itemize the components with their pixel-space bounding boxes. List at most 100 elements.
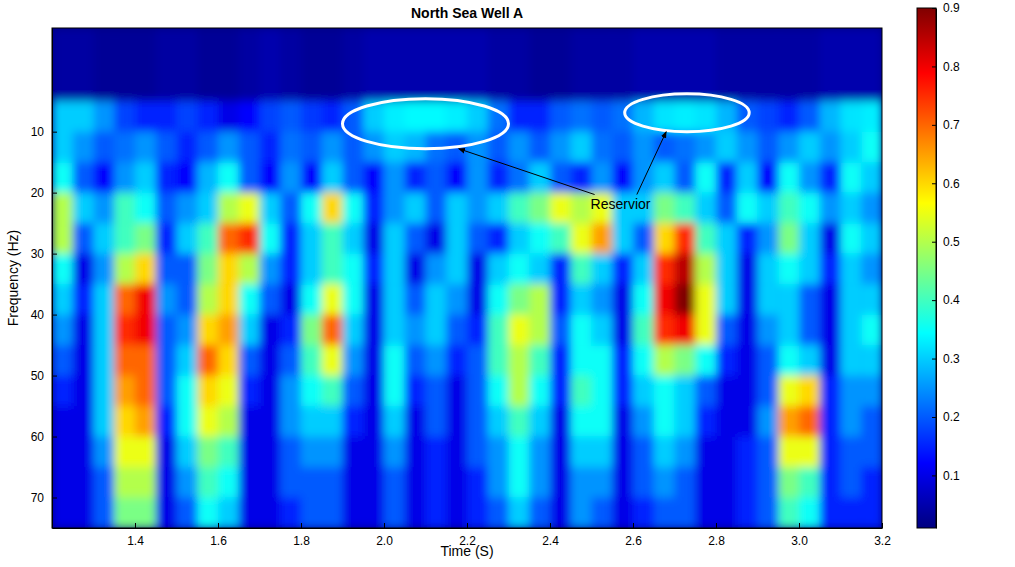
- heatmap-cell: [218, 162, 239, 193]
- heatmap-cell: [654, 254, 675, 285]
- heatmap-cell: [343, 437, 364, 468]
- heatmap-cell: [177, 406, 198, 437]
- heatmap-cell: [695, 162, 716, 193]
- heatmap-cell: [654, 498, 675, 528]
- heatmap-cell: [197, 498, 218, 528]
- heatmap-cell: [114, 284, 135, 315]
- heatmap-cell: [197, 223, 218, 254]
- heatmap-cell: [633, 437, 654, 468]
- heatmap-cell: [488, 437, 509, 468]
- heatmap-cell: [467, 254, 488, 285]
- tick-label: 0.9: [943, 1, 960, 15]
- heatmap-cell: [758, 132, 779, 163]
- heatmap-cell: [654, 406, 675, 437]
- tick-label: 1.6: [210, 534, 227, 548]
- tick: 0.8: [932, 60, 960, 74]
- tick-mark: [932, 8, 936, 9]
- heatmap-cell: [716, 406, 737, 437]
- heatmap-cell: [446, 498, 467, 528]
- heatmap-cell: [550, 223, 571, 254]
- heatmap-cell: [280, 376, 301, 407]
- heatmap-cell: [778, 315, 799, 346]
- heatmap-cell: [695, 132, 716, 163]
- tick-mark: [716, 523, 717, 528]
- heatmap-cell: [52, 376, 73, 407]
- heatmap-cell: [218, 345, 239, 376]
- heatmap-cell: [135, 193, 156, 224]
- heatmap-cell: [135, 28, 156, 102]
- heatmap-cell: [301, 132, 322, 163]
- heatmap-cell: [695, 223, 716, 254]
- heatmap-cell: [239, 254, 260, 285]
- heatmap-cell: [301, 406, 322, 437]
- tick: 50: [31, 369, 57, 383]
- heatmap-cell: [799, 132, 820, 163]
- heatmap-cell: [571, 28, 592, 102]
- heatmap-cell: [799, 223, 820, 254]
- heatmap-cell: [737, 376, 758, 407]
- tick-mark: [52, 315, 57, 316]
- heatmap-cell: [633, 132, 654, 163]
- heatmap-cell: [218, 28, 239, 102]
- heatmap-cell: [529, 28, 550, 102]
- heatmap-cell: [778, 406, 799, 437]
- heatmap-cell: [239, 498, 260, 528]
- heatmap-cell: [156, 345, 177, 376]
- plot-area: [52, 28, 882, 528]
- heatmap-cell: [716, 284, 737, 315]
- heatmap-cell: [737, 498, 758, 528]
- heatmap-cell: [218, 376, 239, 407]
- tick-mark: [932, 66, 936, 67]
- heatmap-cell: [156, 284, 177, 315]
- heatmap-cell: [426, 376, 447, 407]
- heatmap-cell: [260, 28, 281, 102]
- heatmap-cell: [73, 101, 94, 132]
- heatmap-cell: [218, 254, 239, 285]
- heatmap-cell: [799, 498, 820, 528]
- heatmap-cell: [592, 223, 613, 254]
- heatmap-cell: [633, 223, 654, 254]
- heatmap-cell: [280, 193, 301, 224]
- heatmap-cell: [135, 345, 156, 376]
- tick-mark: [52, 498, 57, 499]
- heatmap-cell: [446, 284, 467, 315]
- heatmap-cell: [654, 376, 675, 407]
- heatmap-cell: [260, 498, 281, 528]
- heatmap-cell: [114, 467, 135, 498]
- heatmap-cell: [301, 376, 322, 407]
- heatmap-cell: [426, 315, 447, 346]
- heatmap-cell: [612, 345, 633, 376]
- heatmap-cell: [529, 376, 550, 407]
- heatmap-cell: [384, 406, 405, 437]
- heatmap-cell: [612, 162, 633, 193]
- heatmap-cell: [384, 223, 405, 254]
- heatmap-cell: [612, 315, 633, 346]
- tick: 0.9: [932, 1, 960, 15]
- heatmap-cell: [592, 315, 613, 346]
- heatmap-cell: [529, 498, 550, 528]
- heatmap-cell: [94, 315, 115, 346]
- heatmap-cell: [695, 193, 716, 224]
- chart-svg: 1.41.61.82.02.22.42.62.83.03.21020304050…: [0, 0, 1015, 567]
- heatmap-cell: [114, 223, 135, 254]
- heatmap-cell: [73, 162, 94, 193]
- heatmap-cell: [654, 437, 675, 468]
- heatmap-cell: [280, 223, 301, 254]
- heatmap-cell: [571, 315, 592, 346]
- tick-mark: [799, 523, 800, 528]
- x-axis-title: Time (S): [440, 543, 493, 559]
- heatmap-cell: [426, 223, 447, 254]
- heatmap-cell: [405, 223, 426, 254]
- tick-mark: [932, 475, 936, 476]
- heatmap-cell: [94, 498, 115, 528]
- heatmap-cell: [301, 162, 322, 193]
- highlight-ellipse: [625, 94, 750, 132]
- tick-label: 40: [31, 308, 45, 322]
- heatmap-cell: [675, 223, 696, 254]
- heatmap-cell: [114, 28, 135, 102]
- heatmap-cell: [592, 498, 613, 528]
- heatmap-cell: [301, 223, 322, 254]
- heatmap-cell: [363, 376, 384, 407]
- heatmap-cell: [550, 315, 571, 346]
- heatmap-cell: [426, 467, 447, 498]
